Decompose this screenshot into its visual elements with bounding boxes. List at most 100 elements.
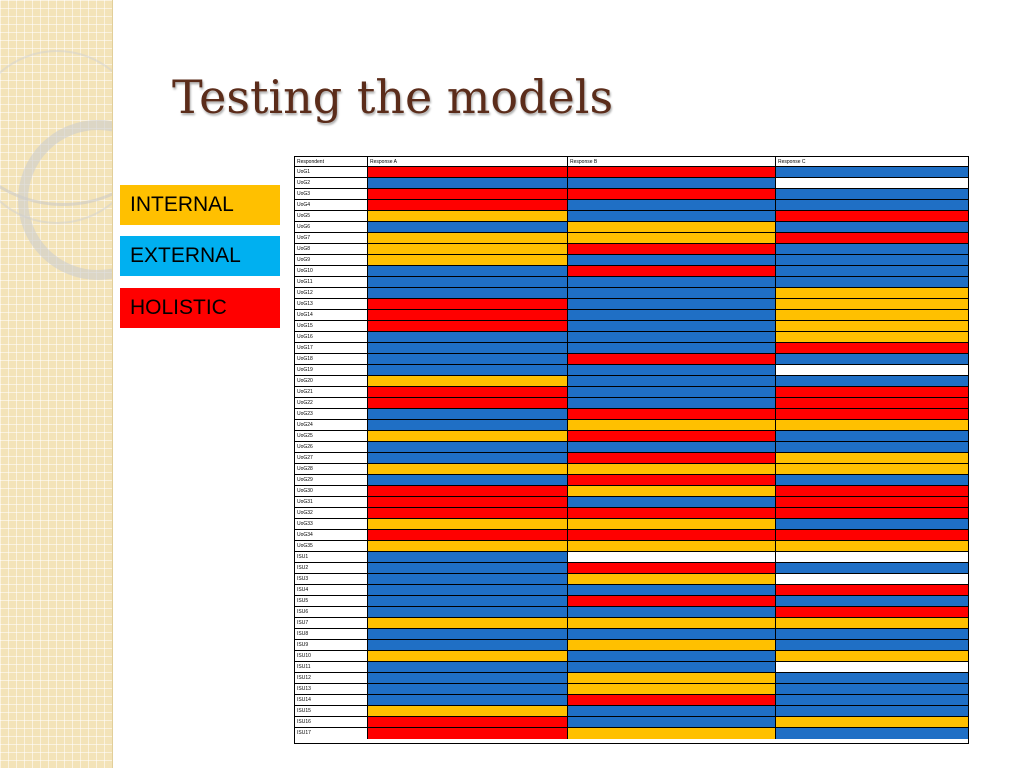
response-cell	[776, 167, 968, 177]
respondent-cell: UoG18	[295, 354, 368, 364]
respondent-cell: UoG10	[295, 266, 368, 276]
respondent-cell: UoG13	[295, 299, 368, 309]
respondent-cell: UoG6	[295, 222, 368, 232]
response-cell	[568, 332, 776, 342]
response-cell	[568, 299, 776, 309]
response-cell	[368, 486, 568, 496]
decorative-side-panel	[0, 0, 113, 768]
response-cell	[568, 728, 776, 739]
response-cell	[368, 607, 568, 617]
legend-external: EXTERNAL	[120, 236, 280, 276]
response-cell	[368, 398, 568, 408]
table-row: ISU8	[295, 629, 968, 640]
table-row: ISU16	[295, 717, 968, 728]
response-cell	[368, 596, 568, 606]
response-cell	[568, 398, 776, 408]
table-row: UoG16	[295, 332, 968, 343]
respondent-cell: UoG2	[295, 178, 368, 188]
table-row: UoG27	[295, 453, 968, 464]
table-row: ISU9	[295, 640, 968, 651]
response-cell	[368, 442, 568, 452]
response-cell	[776, 486, 968, 496]
response-cell	[776, 552, 968, 562]
table-row: UoG4	[295, 200, 968, 211]
respondent-cell: UoG29	[295, 475, 368, 485]
response-cell	[776, 497, 968, 507]
response-cell	[776, 420, 968, 430]
respondent-cell: UoG23	[295, 409, 368, 419]
table-row: UoG1	[295, 167, 968, 178]
table-row: ISU15	[295, 706, 968, 717]
table-row: ISU12	[295, 673, 968, 684]
response-cell	[568, 508, 776, 518]
response-cell	[568, 189, 776, 199]
respondent-cell: UoG16	[295, 332, 368, 342]
response-cell	[368, 464, 568, 474]
response-cell	[568, 442, 776, 452]
response-cell	[368, 552, 568, 562]
response-cell	[776, 541, 968, 551]
response-cell	[776, 409, 968, 419]
header-response-b: Response B	[568, 157, 776, 166]
respondent-cell: ISU9	[295, 640, 368, 650]
response-cell	[568, 486, 776, 496]
response-cell	[568, 453, 776, 463]
response-cell	[776, 673, 968, 683]
response-cell	[368, 189, 568, 199]
respondent-cell: ISU7	[295, 618, 368, 628]
response-cell	[776, 343, 968, 353]
response-cell	[568, 717, 776, 727]
table-row: UoG32	[295, 508, 968, 519]
response-cell	[568, 673, 776, 683]
table-row: UoG30	[295, 486, 968, 497]
response-cell	[776, 464, 968, 474]
response-cell	[368, 662, 568, 672]
response-cell	[568, 706, 776, 716]
respondent-cell: UoG21	[295, 387, 368, 397]
response-cell	[776, 640, 968, 650]
response-cell	[776, 717, 968, 727]
response-cell	[368, 200, 568, 210]
response-cell	[568, 574, 776, 584]
response-cell	[568, 211, 776, 221]
response-cell	[368, 299, 568, 309]
response-cell	[776, 519, 968, 529]
response-cell	[368, 376, 568, 386]
response-cell	[568, 530, 776, 540]
respondent-cell: UoG19	[295, 365, 368, 375]
response-cell	[776, 178, 968, 188]
respondent-cell: UoG26	[295, 442, 368, 452]
table-row: UoG17	[295, 343, 968, 354]
response-cell	[568, 354, 776, 364]
table-row: UoG5	[295, 211, 968, 222]
response-cell	[368, 365, 568, 375]
response-cell	[776, 431, 968, 441]
response-cell	[776, 288, 968, 298]
response-cell	[368, 354, 568, 364]
respondent-cell: ISU16	[295, 717, 368, 727]
respondent-cell: ISU17	[295, 728, 368, 739]
respondent-cell: ISU11	[295, 662, 368, 672]
response-cell	[776, 233, 968, 243]
response-cell	[776, 695, 968, 705]
table-row: UoG28	[295, 464, 968, 475]
respondent-cell: UoG3	[295, 189, 368, 199]
response-cell	[368, 695, 568, 705]
response-cell	[568, 585, 776, 595]
table-row: UoG8	[295, 244, 968, 255]
response-cell	[368, 574, 568, 584]
response-cell	[568, 244, 776, 254]
response-cell	[776, 376, 968, 386]
respondent-cell: UoG33	[295, 519, 368, 529]
table-row: ISU14	[295, 695, 968, 706]
response-cell	[776, 189, 968, 199]
response-cell	[368, 321, 568, 331]
response-cell	[568, 420, 776, 430]
response-cell	[776, 684, 968, 694]
table-row: UoG25	[295, 431, 968, 442]
response-cell	[776, 607, 968, 617]
respondent-cell: UoG25	[295, 431, 368, 441]
table-row: UoG13	[295, 299, 968, 310]
response-cell	[368, 497, 568, 507]
response-cell	[776, 453, 968, 463]
